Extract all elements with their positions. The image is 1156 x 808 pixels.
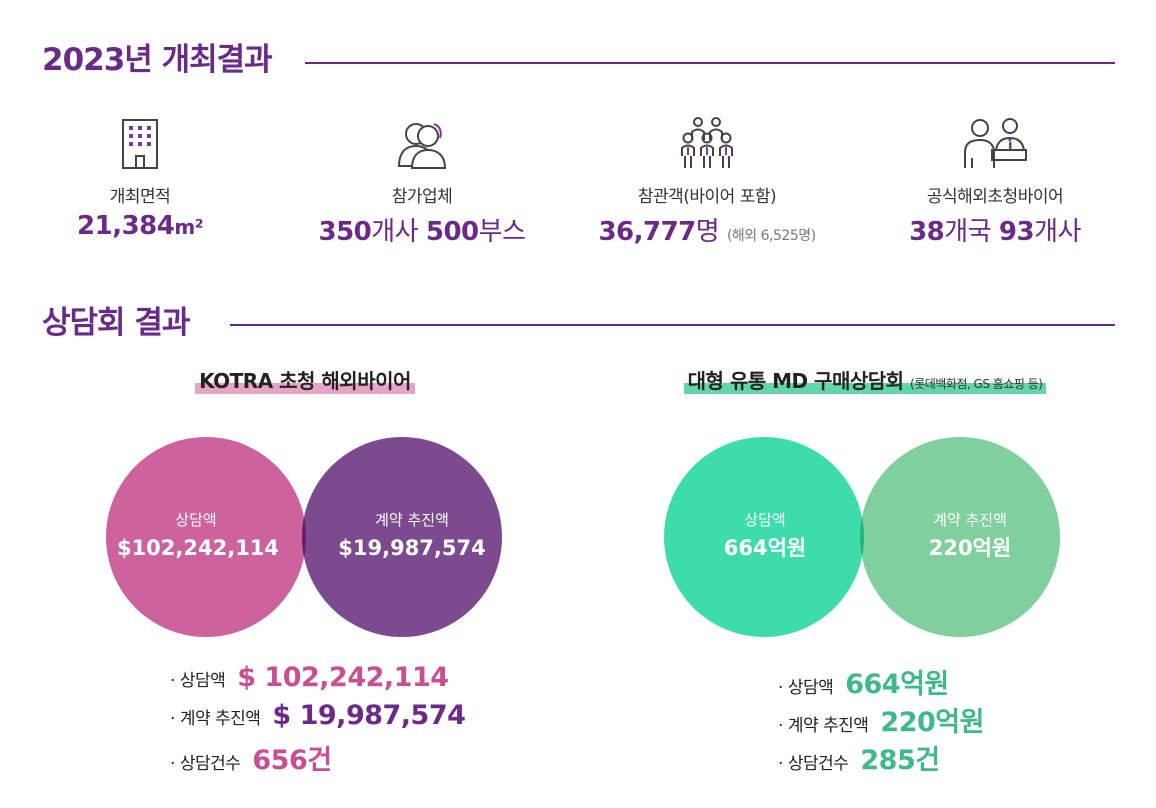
list-item-label-text: 상담액: [787, 678, 834, 698]
stat-unit: 명: [695, 217, 727, 247]
list-item-value: 285건: [860, 745, 940, 776]
list-item-value: 656건: [252, 745, 332, 776]
md-right-value: 220억원: [929, 536, 1011, 560]
list-item-label-text: 계약 추진액: [179, 709, 261, 729]
list-item-value: 220억원: [880, 707, 984, 738]
md-title-text: 대형 유통 MD 구매상담회: [687, 369, 905, 393]
section-divider: [230, 324, 1115, 326]
section-title: 2023년 개최결과: [42, 42, 273, 78]
section-title: 상담회 결과: [42, 305, 190, 341]
buyer-desk-icon: [855, 112, 1135, 170]
list-item-label-text: 상담건수: [179, 754, 241, 774]
list-item-label: · 상담건수: [778, 754, 849, 774]
list-item: · 계약 추진액 $ 19,987,574: [170, 700, 466, 738]
stat-label: 참가업체: [391, 187, 453, 207]
list-item-value: $ 102,242,114: [237, 662, 449, 693]
crowd-icon: [567, 112, 847, 170]
stat-unit: 개사: [371, 217, 426, 247]
stat-number: 500: [425, 217, 479, 247]
section-header-consultation: 상담회 결과: [42, 297, 190, 342]
stat-number: 93: [998, 217, 1035, 247]
list-item-value: 664억원: [845, 669, 949, 700]
kotra-result-list: · 상담액 $ 102,242,114 · 계약 추진액 $ 19,987,57…: [170, 662, 466, 776]
stat-label: 개최면적: [109, 187, 171, 207]
section-header-results: 2023년 개최결과: [42, 34, 273, 79]
list-item: · 상담액 664억원: [778, 662, 984, 700]
kotra-venn-diagram: 상담액 $102,242,114 계약 추진액 $19,987,574: [106, 437, 502, 637]
list-item-label-text: 상담건수: [787, 754, 849, 774]
kotra-left-circle: [106, 437, 306, 637]
stat-visitors: 참관객(바이어 포함) 36,777명 (해외 6,525명): [567, 112, 847, 248]
list-item: · 계약 추진액 220억원: [778, 700, 984, 738]
kotra-title-text: KOTRA 초청 해외바이어: [195, 365, 415, 394]
md-result-list: · 상담액 664억원 · 계약 추진액 220억원 · 상담건수 285건: [778, 662, 984, 776]
list-item-value: $ 19,987,574: [272, 700, 466, 731]
list-item: · 상담건수 285건: [778, 738, 984, 776]
stat-number: 38: [909, 217, 945, 247]
md-right-label: 계약 추진액: [933, 511, 1007, 529]
stat-unit: 부스: [478, 217, 526, 247]
md-left-circle: [664, 437, 864, 637]
md-title-note: (롯데백화점, GS 홈쇼핑 등): [910, 377, 1043, 391]
stat-number: 350: [318, 217, 372, 247]
md-venn-diagram: 상담액 664억원 계약 추진액 220억원: [664, 437, 1060, 637]
stat-exhibitors: 참가업체 350개사 500부스: [282, 112, 562, 248]
stat-buyers: 공식해외초청바이어 38개국 93개사: [855, 112, 1135, 248]
list-item-label-text: 상담액: [179, 671, 226, 691]
list-item-label-text: 계약 추진액: [787, 716, 869, 736]
stat-unit: 개국: [944, 217, 999, 247]
stat-area: 개최면적 21,384m²: [0, 112, 280, 241]
list-item: · 상담액 $ 102,242,114: [170, 662, 465, 700]
stat-label: 참관객(바이어 포함): [637, 187, 777, 207]
list-item-label: · 상담건수: [170, 754, 241, 774]
stat-unit: 개사: [1034, 217, 1081, 247]
stat-value: 38개국 93개사: [855, 211, 1135, 248]
kotra-title: KOTRA 초청 해외바이어: [150, 365, 460, 394]
people-icon: [282, 112, 562, 170]
kotra-left-label: 상담액: [175, 511, 216, 529]
kotra-right-value: $19,987,574: [338, 536, 485, 560]
md-right-circle: [860, 437, 1060, 637]
list-item-label: · 상담액: [778, 678, 834, 698]
stat-note: (해외 6,525명): [726, 228, 816, 244]
list-item-label: · 상담액: [170, 671, 226, 691]
stat-value: 350개사 500부스: [282, 211, 562, 248]
stat-value: 36,777명 (해외 6,525명): [567, 211, 847, 248]
section-divider: [305, 62, 1115, 64]
list-item-label: · 계약 추진액: [778, 716, 869, 736]
kotra-right-label: 계약 추진액: [375, 511, 449, 529]
md-left-value: 664억원: [724, 536, 806, 560]
stat-unit: m²: [174, 215, 203, 239]
md-title-highlight: 대형 유통 MD 구매상담회 (롯데백화점, GS 홈쇼핑 등): [683, 365, 1047, 394]
stat-label: 공식해외초청바이어: [926, 187, 1064, 207]
md-left-label: 상담액: [744, 511, 785, 529]
kotra-left-value: $102,242,114: [117, 536, 279, 560]
stat-value: 21,384m²: [0, 211, 280, 241]
stat-number: 21,384: [77, 211, 175, 241]
kotra-right-circle: [302, 437, 502, 637]
md-title: 대형 유통 MD 구매상담회 (롯데백화점, GS 홈쇼핑 등): [620, 365, 1110, 394]
list-item: · 상담건수 656건: [170, 738, 465, 776]
list-item-label: · 계약 추진액: [170, 709, 261, 729]
building-icon: [0, 112, 280, 170]
stat-number: 36,777: [598, 217, 696, 247]
